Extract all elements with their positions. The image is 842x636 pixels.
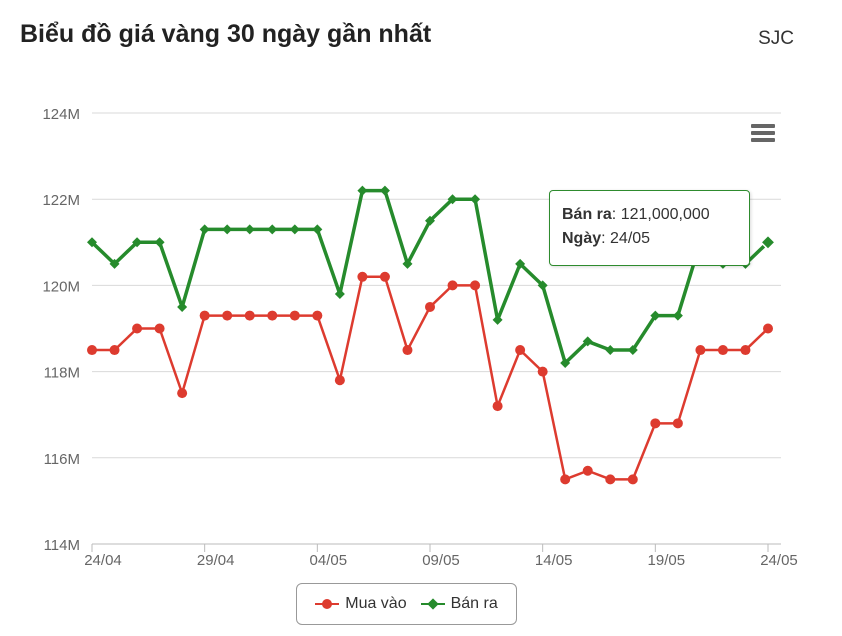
data-point-sell[interactable]: [560, 357, 571, 368]
data-point-buy[interactable]: [650, 418, 661, 429]
legend-buy-swatch: [315, 597, 340, 611]
x-tick-label: 19/05: [648, 552, 686, 569]
data-point-buy[interactable]: [763, 323, 773, 334]
data-point-buy[interactable]: [244, 310, 255, 321]
data-point-sell[interactable]: [334, 289, 345, 300]
data-point-buy[interactable]: [695, 345, 706, 356]
y-tick-label: 118M: [44, 365, 80, 382]
data-point-sell[interactable]: [515, 258, 526, 269]
data-point-sell[interactable]: [470, 194, 481, 205]
data-point-buy[interactable]: [402, 345, 413, 356]
data-point-buy[interactable]: [199, 310, 210, 321]
data-point-buy[interactable]: [289, 310, 300, 321]
data-point-sell[interactable]: [177, 301, 188, 312]
tooltip-value-1: : 121,000,000: [611, 206, 710, 223]
chart-title: Biểu đồ giá vàng 30 ngày gần nhất: [20, 20, 432, 48]
data-point-buy[interactable]: [222, 310, 233, 321]
x-tick-label: 04/05: [310, 552, 348, 569]
data-point-sell[interactable]: [537, 280, 548, 291]
data-point-buy[interactable]: [334, 375, 345, 386]
data-point-buy[interactable]: [582, 465, 593, 476]
data-point-sell[interactable]: [759, 234, 777, 251]
legend-sell-swatch: [420, 597, 445, 611]
source-label: SJC: [758, 28, 794, 49]
data-point-buy[interactable]: [154, 323, 165, 334]
x-tick-label: 24/04: [84, 552, 122, 569]
x-tick-label: 14/05: [535, 552, 573, 569]
data-point-sell[interactable]: [650, 310, 661, 321]
data-point-sell[interactable]: [244, 224, 255, 235]
data-point-sell[interactable]: [357, 185, 368, 196]
data-point-sell[interactable]: [109, 258, 120, 269]
y-tick-label: 124M: [42, 106, 80, 123]
y-tick-label: 122M: [42, 192, 80, 209]
x-tick-label: 24/05: [760, 552, 798, 569]
data-point-buy[interactable]: [537, 366, 548, 377]
data-point-buy[interactable]: [447, 280, 458, 291]
price-chart: 114M 116M 118M 120M 122M 124M 24/04 29/04 04/05 0…: [42, 106, 798, 569]
chart-legend: Mua vào Bán ra: [296, 583, 517, 625]
data-point-sell[interactable]: [154, 237, 165, 248]
y-tick-label: 116M: [44, 451, 80, 468]
data-point-sell[interactable]: [672, 310, 683, 321]
x-tick-label: 29/04: [197, 552, 235, 569]
data-point-buy[interactable]: [312, 310, 323, 321]
data-point-sell[interactable]: [605, 345, 616, 356]
data-point-buy[interactable]: [87, 345, 97, 356]
data-point-sell[interactable]: [582, 336, 593, 347]
data-point-buy[interactable]: [515, 345, 526, 356]
data-point-sell[interactable]: [199, 224, 210, 235]
x-tick-label: 09/05: [422, 552, 460, 569]
legend-item-buy[interactable]: Mua vào: [315, 595, 407, 613]
legend-item-sell[interactable]: Bán ra: [420, 595, 498, 613]
data-point-buy[interactable]: [177, 388, 188, 399]
y-tick-label: 114M: [44, 537, 80, 554]
data-point-buy[interactable]: [109, 345, 120, 356]
data-point-sell[interactable]: [379, 185, 390, 196]
data-point-buy[interactable]: [672, 418, 683, 429]
hamburger-menu-icon[interactable]: [751, 124, 775, 142]
data-point-buy[interactable]: [470, 280, 481, 291]
tooltip-label-1: Bán ra: [562, 206, 612, 223]
data-point-sell[interactable]: [492, 314, 503, 325]
data-point-buy[interactable]: [627, 474, 638, 485]
data-point-sell[interactable]: [222, 224, 233, 235]
tooltip-value-2: : 24/05: [601, 230, 651, 247]
data-point-sell[interactable]: [87, 237, 97, 248]
data-point-buy[interactable]: [267, 310, 278, 321]
data-point-buy[interactable]: [492, 401, 503, 412]
legend-buy-label: Mua vào: [345, 595, 407, 612]
data-point-buy[interactable]: [132, 323, 143, 334]
data-point-sell[interactable]: [312, 224, 323, 235]
tooltip-label-2: Ngày: [562, 230, 602, 247]
data-point-sell[interactable]: [267, 224, 278, 235]
data-point-sell[interactable]: [132, 237, 143, 248]
data-point-buy[interactable]: [425, 301, 435, 312]
data-point-sell[interactable]: [447, 194, 458, 205]
data-point-buy[interactable]: [740, 345, 751, 356]
data-point-sell[interactable]: [402, 258, 413, 269]
data-point-buy[interactable]: [357, 271, 368, 282]
data-point-buy[interactable]: [560, 474, 571, 485]
data-point-sell[interactable]: [289, 224, 300, 235]
data-point-buy[interactable]: [605, 474, 616, 485]
data-point-sell[interactable]: [627, 345, 638, 356]
data-point-buy[interactable]: [717, 345, 728, 356]
chart-tooltip: Bán ra: 121,000,000 Ngày: 24/05: [549, 190, 750, 266]
legend-sell-label: Bán ra: [450, 595, 498, 612]
data-point-buy[interactable]: [379, 271, 390, 282]
y-tick-label: 120M: [42, 278, 80, 295]
data-point-sell[interactable]: [425, 215, 435, 226]
